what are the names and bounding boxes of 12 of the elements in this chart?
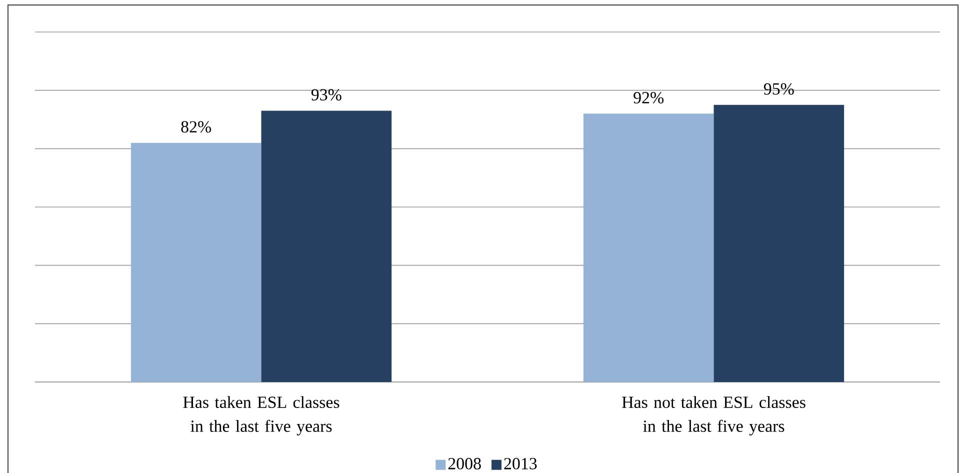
data-label: 92%	[634, 92, 664, 104]
bar	[130, 142, 262, 382]
data-label: 95%	[764, 83, 794, 95]
legend-label: 2008	[448, 458, 481, 470]
data-label: 93%	[311, 89, 342, 101]
x-tick-label: Has taken ESL classes in the last five years	[183, 396, 340, 436]
data-label: 82%	[181, 121, 212, 133]
legend-label: 2013	[504, 458, 537, 470]
bar	[714, 104, 844, 382]
bar	[583, 114, 714, 382]
bar	[261, 110, 392, 382]
x-tick-label: Has not taken ESL classes in the last five years	[622, 396, 806, 436]
